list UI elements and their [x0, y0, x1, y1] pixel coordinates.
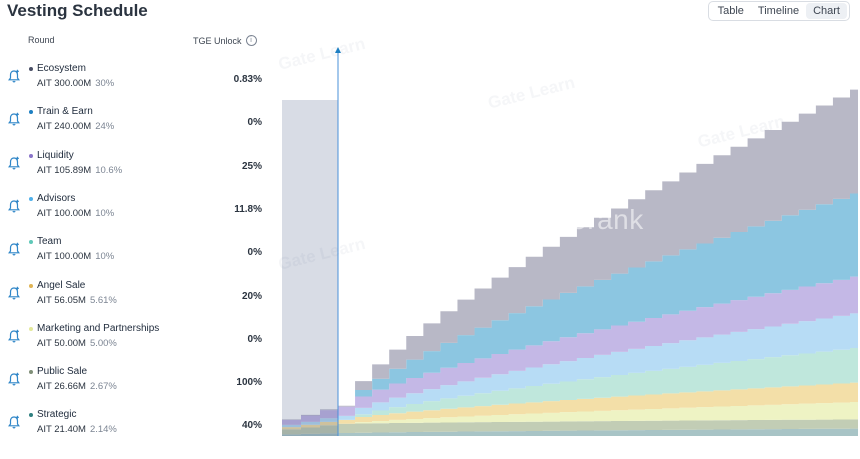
round-share: 5.61% — [89, 294, 117, 306]
round-name: Public Sale — [37, 366, 88, 378]
round-name: Marketing and Partnerships — [37, 322, 160, 334]
round-share: 24% — [95, 121, 115, 133]
round-amount: AIT 21.40M — [37, 424, 86, 436]
series-area-liquidity[interactable] — [282, 276, 858, 425]
tge-marker-icon — [335, 47, 341, 53]
round-name: Angel Sale — [37, 279, 86, 291]
round-allocation: AIT 240.00M 24% — [37, 121, 114, 132]
info-icon[interactable]: i — [245, 35, 257, 46]
round-tge-unlock: 0% — [247, 333, 262, 345]
round-allocation: AIT 100.00M 10% — [37, 208, 114, 219]
round-amount: AIT 26.66M — [37, 381, 86, 393]
overlay-watermark: Gate Learn — [276, 34, 367, 74]
round-tge-unlock: 0% — [247, 247, 262, 259]
view-switcher: Table Timeline Chart — [707, 1, 850, 21]
round-tge-unlock: 0.83% — [233, 74, 262, 85]
pre-tge-overlay — [282, 100, 338, 436]
tab-chart[interactable]: Chart — [806, 3, 847, 19]
round-row: Ecosystem AIT 300.00M 30% 0.83% — [0, 63, 270, 103]
round-row: Advisors AIT 100.00M 10% 11.8% — [0, 193, 270, 233]
round-color-dot — [29, 370, 33, 375]
series-area-angel-sale[interactable] — [282, 382, 858, 430]
round-allocation: AIT 300.00M 30% — [37, 78, 114, 89]
round-color-dot — [29, 283, 33, 288]
round-name: Ecosystem — [37, 63, 86, 74]
round-name: Strategic — [37, 409, 77, 421]
round-allocation: AIT 50.00M 5.00% — [37, 338, 117, 349]
round-amount: AIT 240.00M — [37, 121, 92, 133]
series-area-public-sale[interactable] — [282, 419, 858, 435]
brand-watermark: cryptorank — [508, 204, 644, 235]
round-color-dot — [29, 240, 33, 245]
round-name: Liquidity — [37, 149, 74, 161]
round-allocation: AIT 100.00M 10% — [37, 251, 114, 262]
column-header-tge: TGE Unlock i — [193, 35, 257, 46]
series-area-team[interactable] — [282, 347, 858, 428]
column-header-tge-label: TGE Unlock — [193, 35, 242, 46]
round-color-dot — [29, 196, 33, 201]
round-amount: AIT 50.00M — [37, 337, 86, 349]
round-share: 30% — [95, 78, 115, 89]
series-area-advisors[interactable] — [282, 313, 858, 428]
bell-plus-icon[interactable] — [8, 112, 20, 126]
round-row: Marketing and Partnerships AIT 50.00M 5.00… — [0, 323, 270, 363]
round-row: Strategic AIT 21.40M 2.14% 40% — [0, 409, 270, 449]
round-allocation: AIT 105.89M 10.6% — [37, 165, 122, 176]
round-allocation: AIT 26.66M 2.67% — [37, 381, 117, 392]
page-title: Vesting Schedule — [7, 1, 148, 20]
round-row: Team AIT 100.00M 10% 0% — [0, 236, 270, 276]
round-share: 2.67% — [89, 381, 117, 393]
tab-timeline[interactable]: Timeline — [757, 5, 800, 17]
series-area-marketing-and-partnerships[interactable] — [282, 402, 858, 430]
round-tge-unlock: 100% — [236, 377, 262, 389]
series-area-strategic[interactable] — [282, 428, 858, 436]
round-tge-unlock: 25% — [241, 160, 262, 172]
round-tge-unlock: 11.8% — [234, 203, 262, 215]
bell-plus-icon[interactable] — [8, 69, 20, 83]
round-color-dot — [29, 153, 33, 158]
round-share: 10% — [95, 251, 115, 263]
round-row: Public Sale AIT 26.66M 2.67% 100% — [0, 366, 270, 406]
bell-plus-icon[interactable] — [8, 329, 20, 343]
round-share: 2.14% — [89, 424, 117, 436]
tab-table[interactable]: Table — [717, 5, 744, 17]
round-row: Liquidity AIT 105.89M 10.6% 25% — [0, 150, 270, 190]
round-tge-unlock: 40% — [241, 420, 262, 432]
round-color-dot — [29, 326, 33, 331]
bell-plus-icon[interactable] — [8, 372, 20, 386]
round-amount: AIT 56.05M — [37, 294, 86, 306]
round-tge-unlock: 20% — [241, 290, 262, 302]
round-share: 10.6% — [95, 164, 123, 176]
round-color-dot — [29, 413, 33, 418]
bell-plus-icon[interactable] — [8, 242, 20, 256]
series-area-ecosystem[interactable] — [282, 89, 858, 420]
round-allocation: AIT 56.05M 5.61% — [37, 295, 117, 306]
bell-plus-icon[interactable] — [8, 415, 20, 429]
round-amount: AIT 100.00M — [37, 207, 92, 219]
round-row: Train & Earn AIT 240.00M 24% 0% — [0, 106, 270, 146]
round-allocation: AIT 21.40M 2.14% — [37, 424, 117, 435]
round-color-dot — [29, 67, 33, 71]
round-amount: AIT 300.00M — [37, 78, 92, 89]
round-row: Angel Sale AIT 56.05M 5.61% 20% — [0, 280, 270, 320]
column-header-round: Round — [28, 35, 55, 45]
round-name: Advisors — [37, 192, 76, 204]
bell-plus-icon[interactable] — [8, 286, 20, 300]
overlay-watermark: Gate Learn — [486, 73, 577, 113]
round-name: Train & Earn — [37, 106, 93, 118]
bell-plus-icon[interactable] — [8, 156, 20, 170]
round-color-dot — [29, 110, 33, 115]
round-share: 10% — [95, 207, 115, 219]
bell-plus-icon[interactable] — [8, 199, 20, 213]
round-share: 5.00% — [89, 337, 117, 349]
round-name: Team — [37, 236, 62, 248]
round-tge-unlock: 0% — [247, 117, 262, 129]
round-amount: AIT 105.89M — [37, 164, 92, 176]
round-amount: AIT 100.00M — [37, 251, 92, 263]
series-area-train-earn[interactable] — [282, 193, 858, 420]
